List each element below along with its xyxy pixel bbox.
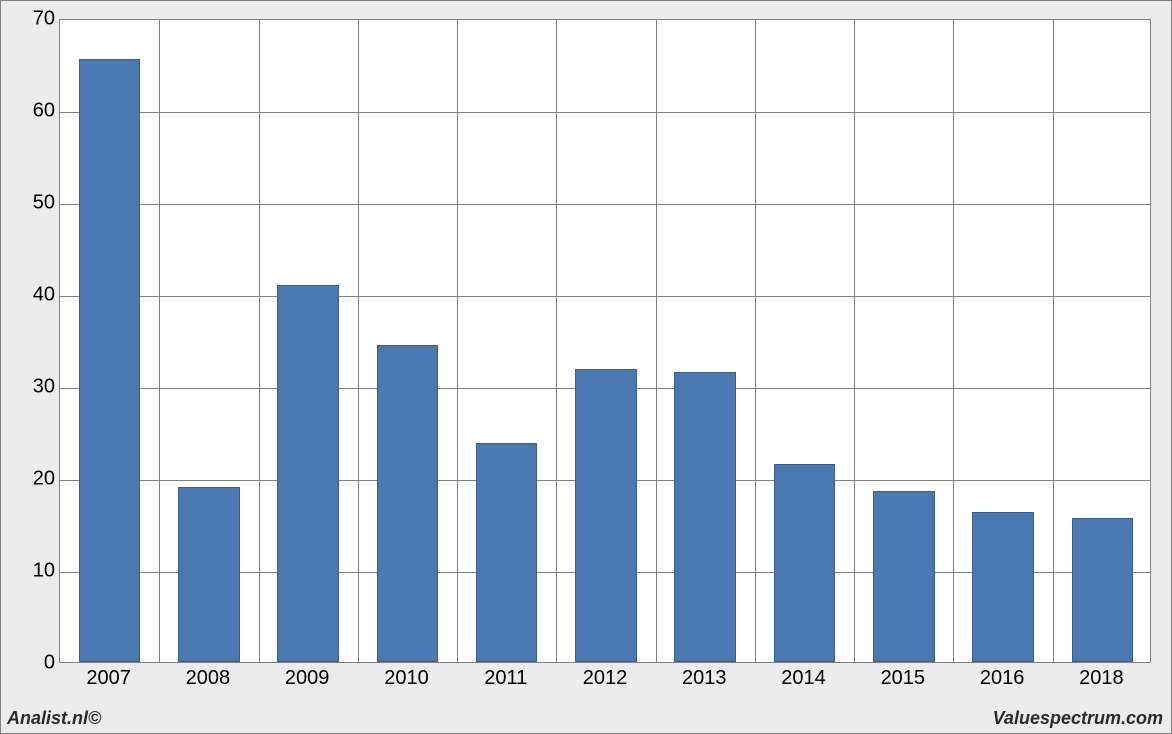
bar [972,512,1034,662]
grid-line-vertical [953,20,954,662]
y-tick-label: 0 [15,652,55,675]
bar [575,369,637,662]
y-tick-label: 40 [15,284,55,307]
x-tick-label: 2011 [484,667,527,690]
bar [178,487,240,662]
x-tick-label: 2009 [285,667,330,690]
footer-left-credit: Analist.nl© [7,708,101,729]
bar [1072,518,1134,662]
y-tick-label: 60 [15,100,55,123]
grid-line-vertical [755,20,756,662]
x-tick-label: 2007 [86,667,131,690]
grid-line-vertical [656,20,657,662]
x-tick-label: 2012 [583,667,628,690]
y-tick-label: 20 [15,468,55,491]
bar [476,443,538,662]
x-tick-label: 2010 [384,667,429,690]
x-tick-label: 2013 [682,667,727,690]
chart-container: 0 10 20 30 40 50 60 70 2007 2008 2009 2010 2011 2012… [9,9,1163,703]
grid-line-vertical [556,20,557,662]
grid-line-horizontal [60,112,1150,113]
x-tick-label: 2018 [1079,667,1124,690]
chart-frame: 0 10 20 30 40 50 60 70 2007 2008 2009 2010 2011 2012… [0,0,1172,734]
grid-line-vertical [854,20,855,662]
y-tick-label: 70 [15,8,55,31]
grid-line-vertical [358,20,359,662]
x-tick-label: 2016 [980,667,1025,690]
y-tick-label: 30 [15,376,55,399]
plot-area [59,19,1151,663]
bar [873,491,935,662]
bar [774,464,836,662]
bar [79,59,141,662]
grid-line-vertical [159,20,160,662]
bar [277,285,339,662]
x-tick-label: 2015 [881,667,926,690]
grid-line-vertical [1053,20,1054,662]
bar [674,372,736,662]
grid-line-horizontal [60,204,1150,205]
grid-line-horizontal [60,296,1150,297]
footer-right-credit: Valuespectrum.com [993,708,1163,729]
grid-line-vertical [259,20,260,662]
grid-line-vertical [457,20,458,662]
x-tick-label: 2014 [781,667,826,690]
y-tick-label: 10 [15,560,55,583]
y-tick-label: 50 [15,192,55,215]
bar [377,345,439,662]
x-tick-label: 2008 [186,667,231,690]
